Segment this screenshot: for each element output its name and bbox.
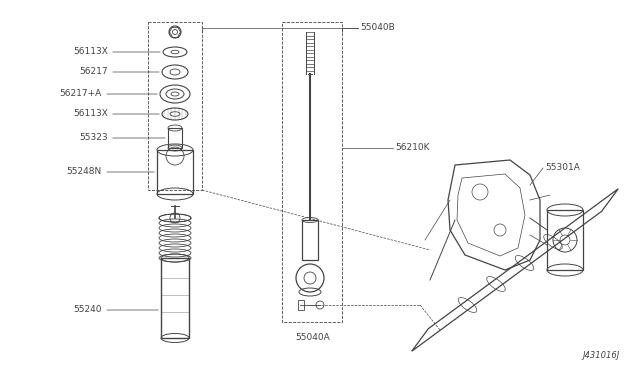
Text: 55323: 55323 [79,134,108,142]
Bar [161,258,189,338]
Bar [157,150,193,194]
Text: 56210K: 56210K [395,144,429,153]
Bar [148,22,202,190]
Bar [547,210,583,270]
Bar [302,220,318,260]
Text: 55301A: 55301A [545,164,580,173]
Text: 55248N: 55248N [67,167,102,176]
Text: 56113X: 56113X [73,109,108,119]
Text: 55040B: 55040B [360,23,395,32]
Text: 56217: 56217 [79,67,108,77]
Text: 55040A: 55040A [295,334,330,343]
Bar [282,22,342,322]
Text: J431016J: J431016J [583,351,620,360]
Text: 55240: 55240 [74,305,102,314]
Text: 56217+A: 56217+A [60,90,102,99]
Bar [298,300,304,310]
Text: 56113X: 56113X [73,48,108,57]
Bar [168,128,182,148]
